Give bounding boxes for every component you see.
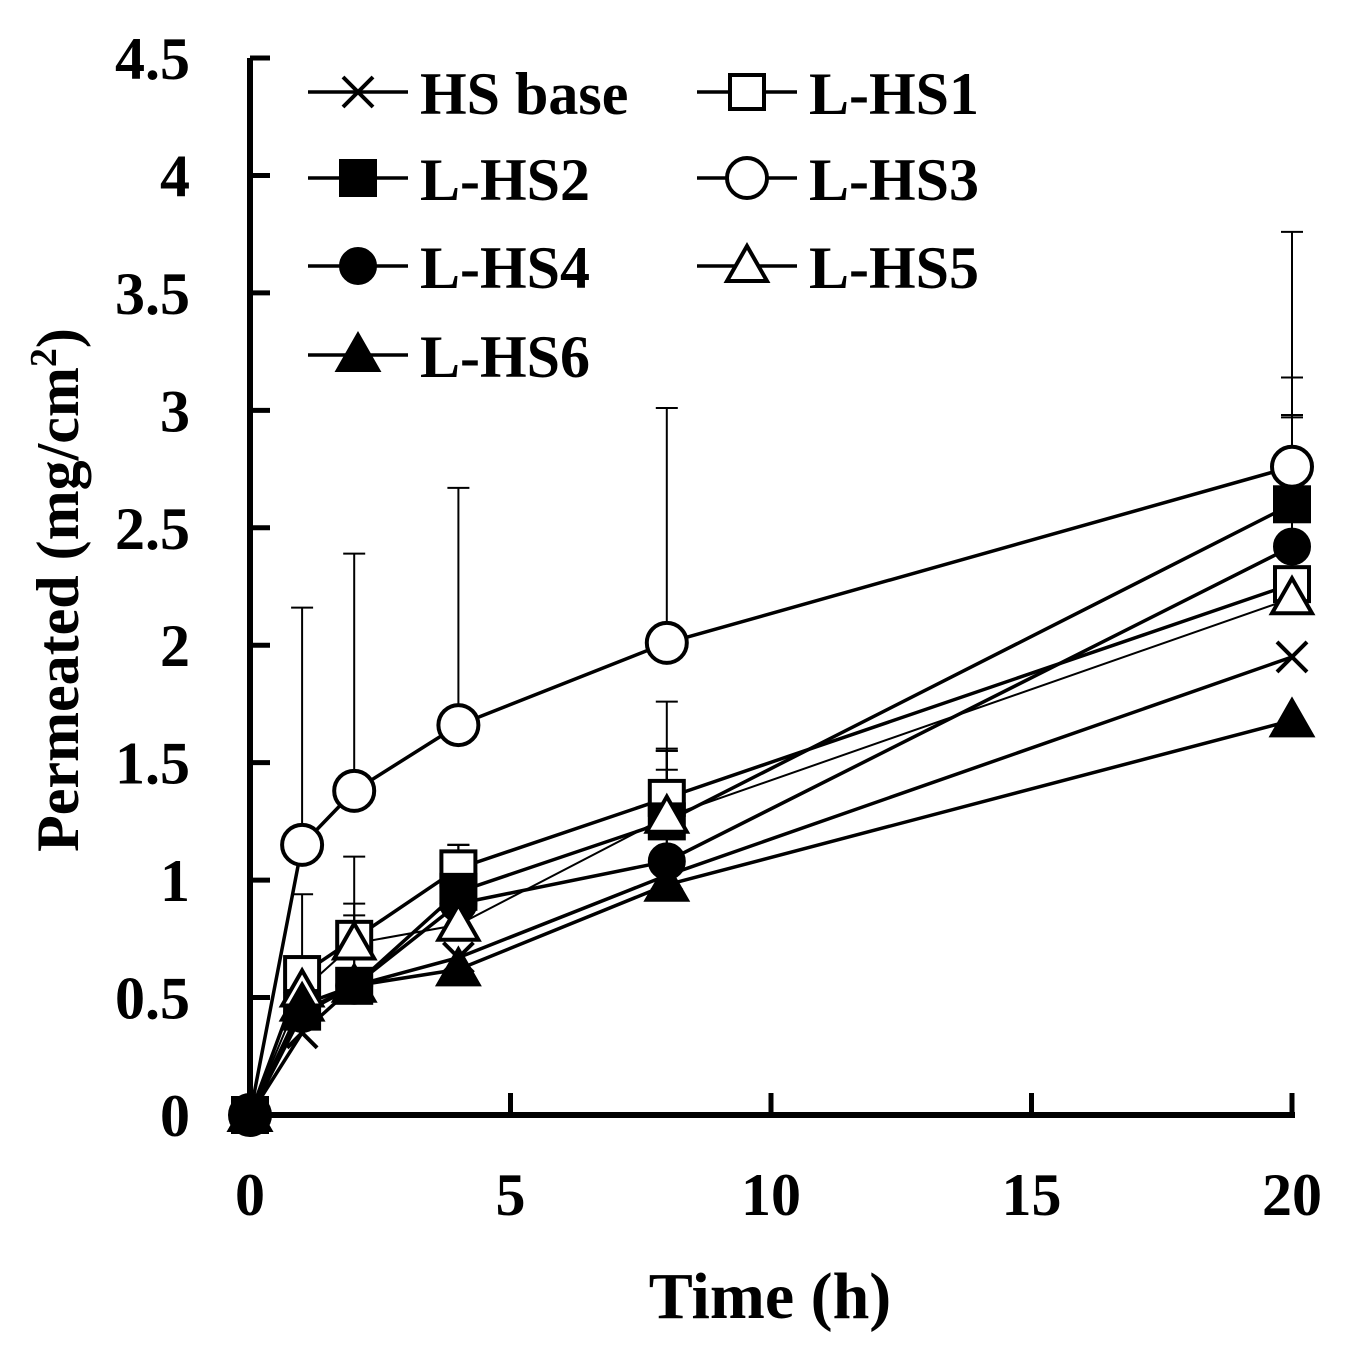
marker-l-hs3 <box>644 620 689 665</box>
marker-x-stroke <box>1275 640 1309 674</box>
y-tick-label: 1 <box>160 848 190 914</box>
legend: HS base L-HS1 L-HS2 L-HS3 L-HS4 L-HS5 L-HS6 <box>308 61 979 390</box>
marker-l-hs6 <box>1268 696 1316 738</box>
data-markers <box>226 444 1316 1137</box>
tick-marks <box>247 55 1295 1118</box>
series-line-l-hs3 <box>248 465 1293 1116</box>
marker-l-hs3 <box>1270 444 1314 489</box>
legend-label: L-HS2 <box>420 147 590 213</box>
series-line-hs-base <box>248 655 1293 1116</box>
marker-hs-base <box>1275 640 1309 674</box>
series-lines <box>248 465 1293 1116</box>
marker-l-hs5 <box>434 900 482 942</box>
y-tick-label: 3 <box>160 378 190 444</box>
series-line-l-hs4 <box>248 545 1293 1116</box>
marker-l-hs6 <box>434 945 482 987</box>
legend-label: L-HS3 <box>809 147 979 213</box>
legend-label: L-HS5 <box>809 235 979 301</box>
legend-label: L-HS1 <box>809 61 979 127</box>
legend-marker-l-hs1 <box>728 73 766 111</box>
marker-l-hs5 <box>330 919 378 961</box>
x-tick-label: 10 <box>741 1162 801 1228</box>
legend-item-l-hs5: L-HS5 <box>697 235 979 301</box>
legend-label: HS base <box>420 61 628 127</box>
error-bar-l-hs3 <box>655 406 678 643</box>
marker-l-hs4 <box>1273 527 1311 566</box>
legend-label: L-HS4 <box>420 235 590 301</box>
marker-l-hs6 <box>226 1090 274 1132</box>
y-tick-label: 3.5 <box>115 261 190 327</box>
y-axis-label-sup: 2 <box>23 348 65 367</box>
marker-l-hs6 <box>330 961 378 1003</box>
marker-l-hs5 <box>1268 574 1316 616</box>
y-axis-label: Permeated (mg/cm2) <box>23 328 91 852</box>
x-tick-label: 15 <box>1002 1162 1062 1228</box>
marker-l-hs6 <box>278 980 326 1022</box>
legend-marker-l-hs5 <box>723 241 771 283</box>
legend-marker-l-hs6 <box>334 330 382 372</box>
error-bar-l-hs3 <box>291 606 314 845</box>
series-line-l-hs1 <box>248 582 1293 1116</box>
legend-marker-l-hs3 <box>725 156 769 200</box>
marker-l-hs3 <box>436 703 481 748</box>
marker-l-hs5 <box>643 792 691 834</box>
axes <box>247 58 1295 1118</box>
marker-l-hs2 <box>1273 485 1311 524</box>
legend-item-hs-base: HS base <box>308 61 628 127</box>
x-axis-label: Time (h) <box>649 1260 892 1333</box>
y-tick-label: 2.5 <box>115 496 190 562</box>
marker-l-hs3 <box>280 822 325 867</box>
legend-label: L-HS6 <box>420 324 590 390</box>
legend-item-l-hs3: L-HS3 <box>697 147 979 213</box>
legend-marker-l-hs4 <box>339 247 377 285</box>
legend-item-l-hs1: L-HS1 <box>697 61 979 127</box>
y-axis-label-main: Permeated (mg/cm <box>25 367 91 852</box>
y-axis-label-close: ) <box>25 328 91 348</box>
legend-item-l-hs4: L-HS4 <box>308 235 590 301</box>
y-tick-label: 2 <box>160 613 190 679</box>
legend-item-l-hs6: L-HS6 <box>308 324 590 390</box>
error-bar-l-hs3 <box>343 552 366 791</box>
y-tick-label: 0.5 <box>115 966 190 1032</box>
legend-marker-hs-base <box>341 75 375 109</box>
x-tick-label: 0 <box>235 1162 265 1228</box>
y-tick-label: 4.5 <box>115 26 190 92</box>
y-tick-label: 0 <box>160 1083 190 1149</box>
y-tick-label: 1.5 <box>115 731 190 797</box>
x-tick-label: 20 <box>1262 1162 1322 1228</box>
marker-l-hs3 <box>332 768 377 813</box>
marker-l-hs6 <box>643 860 691 902</box>
tick-labels: 0 0.5 1 1.5 2 2.5 3 3.5 4 4.5 0 5 10 15 20 <box>115 26 1322 1228</box>
legend-item-l-hs2: L-HS2 <box>308 147 590 213</box>
marker-x-stroke <box>341 75 375 109</box>
y-tick-label: 4 <box>160 143 190 209</box>
x-tick-label: 5 <box>496 1162 526 1228</box>
error-bar-l-hs3 <box>447 486 470 726</box>
legend-marker-l-hs2 <box>339 159 377 197</box>
